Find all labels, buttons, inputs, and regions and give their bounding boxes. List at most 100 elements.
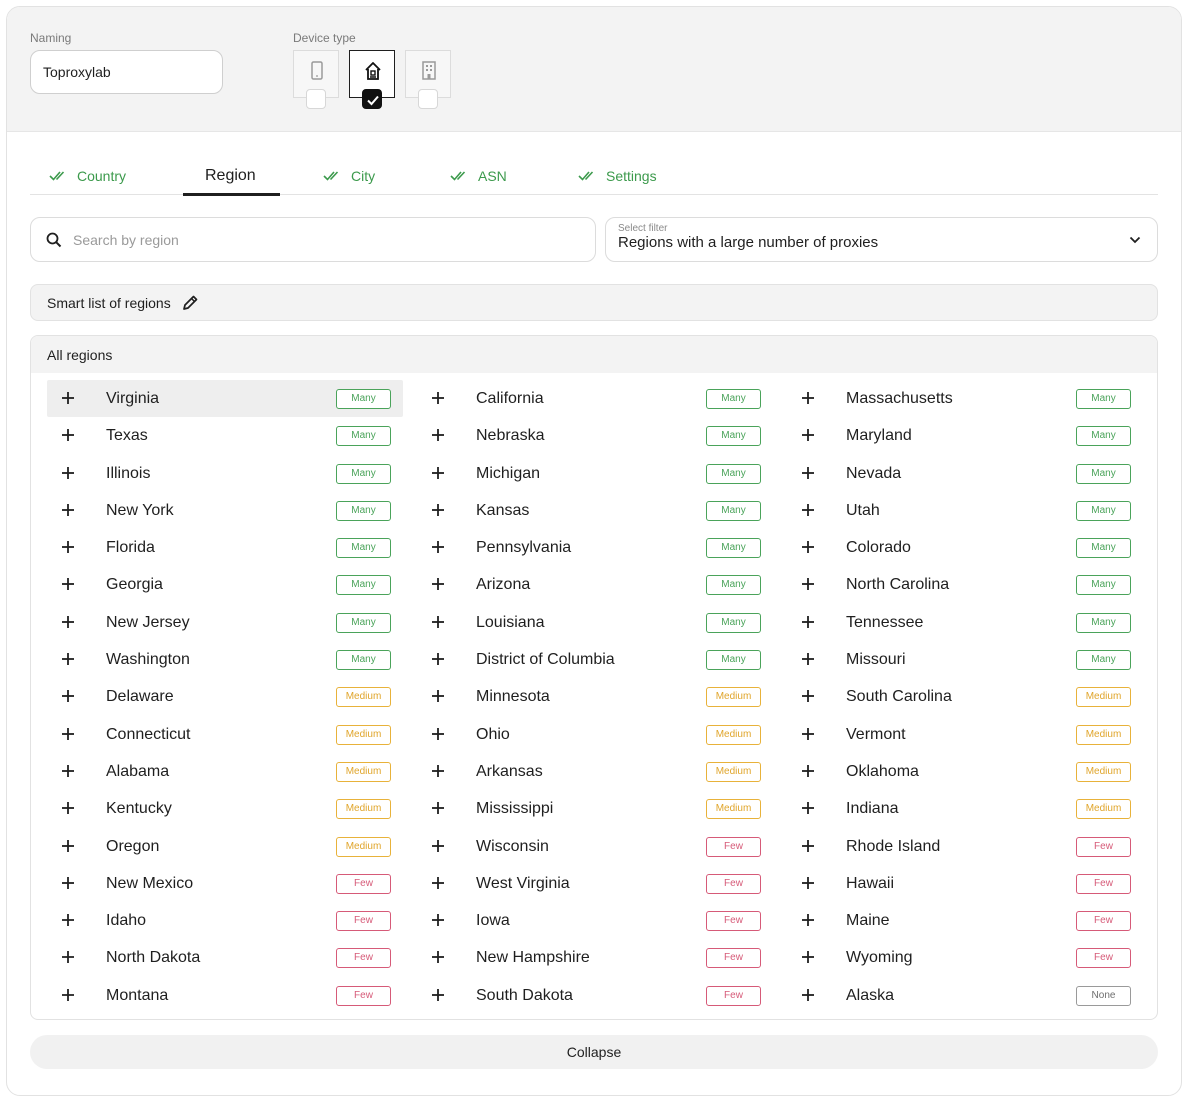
region-row[interactable]: Minnesota Medium — [417, 678, 773, 715]
plus-icon[interactable] — [431, 689, 445, 708]
plus-icon[interactable] — [431, 913, 445, 932]
pencil-icon[interactable] — [181, 294, 199, 312]
region-row[interactable]: Idaho Few — [47, 902, 403, 939]
region-row[interactable]: South Dakota Few — [417, 977, 773, 1014]
plus-icon[interactable] — [801, 876, 815, 895]
smart-list-bar[interactable]: Smart list of regions — [30, 284, 1158, 321]
plus-icon[interactable] — [431, 988, 445, 1007]
region-row[interactable]: Pennsylvania Many — [417, 529, 773, 566]
region-row[interactable]: Louisiana Many — [417, 604, 773, 641]
plus-icon[interactable] — [801, 764, 815, 783]
device-option-mobile[interactable] — [293, 50, 339, 109]
tab-city[interactable]: City — [323, 157, 375, 195]
region-row[interactable]: Georgia Many — [47, 566, 403, 603]
plus-icon[interactable] — [431, 801, 445, 820]
plus-icon[interactable] — [801, 727, 815, 746]
region-row[interactable]: Maryland Many — [787, 417, 1143, 454]
region-row[interactable]: Delaware Medium — [47, 678, 403, 715]
device-home-checkbox[interactable] — [362, 89, 382, 109]
device-mobile-checkbox[interactable] — [306, 89, 326, 109]
plus-icon[interactable] — [801, 689, 815, 708]
plus-icon[interactable] — [431, 540, 445, 559]
region-row[interactable]: Arizona Many — [417, 566, 773, 603]
plus-icon[interactable] — [801, 913, 815, 932]
plus-icon[interactable] — [801, 615, 815, 634]
plus-icon[interactable] — [61, 615, 75, 634]
device-option-home[interactable] — [349, 50, 395, 109]
region-row[interactable]: Arkansas Medium — [417, 753, 773, 790]
region-row[interactable]: Rhode Island Few — [787, 828, 1143, 865]
filter-select[interactable]: Select filter Regions with a large numbe… — [605, 217, 1158, 262]
region-row[interactable]: District of Columbia Many — [417, 641, 773, 678]
region-row[interactable]: Vermont Medium — [787, 716, 1143, 753]
region-row[interactable]: Texas Many — [47, 417, 403, 454]
plus-icon[interactable] — [431, 391, 445, 410]
tab-settings[interactable]: Settings — [578, 157, 657, 195]
plus-icon[interactable] — [431, 839, 445, 858]
region-row[interactable]: New York Many — [47, 492, 403, 529]
plus-icon[interactable] — [61, 391, 75, 410]
region-row[interactable]: Mississippi Medium — [417, 790, 773, 827]
plus-icon[interactable] — [61, 764, 75, 783]
region-row[interactable]: Utah Many — [787, 492, 1143, 529]
region-row[interactable]: Kentucky Medium — [47, 790, 403, 827]
plus-icon[interactable] — [61, 988, 75, 1007]
plus-icon[interactable] — [431, 503, 445, 522]
region-row[interactable]: North Carolina Many — [787, 566, 1143, 603]
plus-icon[interactable] — [431, 577, 445, 596]
region-row[interactable]: Illinois Many — [47, 455, 403, 492]
region-row[interactable]: Oregon Medium — [47, 828, 403, 865]
tab-region[interactable]: Region — [183, 157, 280, 196]
plus-icon[interactable] — [61, 428, 75, 447]
region-row[interactable]: Massachusetts Many — [787, 380, 1143, 417]
region-row[interactable]: Tennessee Many — [787, 604, 1143, 641]
region-row[interactable]: New Jersey Many — [47, 604, 403, 641]
tab-country[interactable]: Country — [49, 157, 126, 195]
region-row[interactable]: Nevada Many — [787, 455, 1143, 492]
region-row[interactable]: Wisconsin Few — [417, 828, 773, 865]
plus-icon[interactable] — [431, 615, 445, 634]
region-row[interactable]: Wyoming Few — [787, 939, 1143, 976]
plus-icon[interactable] — [801, 428, 815, 447]
plus-icon[interactable] — [431, 764, 445, 783]
plus-icon[interactable] — [801, 839, 815, 858]
plus-icon[interactable] — [431, 950, 445, 969]
region-row[interactable]: West Virginia Few — [417, 865, 773, 902]
region-row[interactable]: Oklahoma Medium — [787, 753, 1143, 790]
plus-icon[interactable] — [61, 839, 75, 858]
region-row[interactable]: New Hampshire Few — [417, 939, 773, 976]
device-office-checkbox[interactable] — [418, 89, 438, 109]
region-row[interactable]: California Many — [417, 380, 773, 417]
region-row[interactable]: New Mexico Few — [47, 865, 403, 902]
region-row[interactable]: Indiana Medium — [787, 790, 1143, 827]
plus-icon[interactable] — [61, 540, 75, 559]
plus-icon[interactable] — [61, 503, 75, 522]
plus-icon[interactable] — [61, 727, 75, 746]
region-row[interactable]: Maine Few — [787, 902, 1143, 939]
region-row[interactable]: Kansas Many — [417, 492, 773, 529]
region-row[interactable]: Ohio Medium — [417, 716, 773, 753]
region-row[interactable]: Alaska None — [787, 977, 1143, 1014]
plus-icon[interactable] — [801, 466, 815, 485]
plus-icon[interactable] — [431, 466, 445, 485]
plus-icon[interactable] — [801, 503, 815, 522]
region-row[interactable]: Connecticut Medium — [47, 716, 403, 753]
region-row[interactable]: Montana Few — [47, 977, 403, 1014]
region-row[interactable]: Missouri Many — [787, 641, 1143, 678]
collapse-button[interactable]: Collapse — [30, 1035, 1158, 1069]
plus-icon[interactable] — [801, 988, 815, 1007]
plus-icon[interactable] — [431, 727, 445, 746]
plus-icon[interactable] — [61, 913, 75, 932]
region-row[interactable]: North Dakota Few — [47, 939, 403, 976]
naming-input[interactable] — [30, 50, 223, 94]
plus-icon[interactable] — [801, 577, 815, 596]
region-row[interactable]: Nebraska Many — [417, 417, 773, 454]
plus-icon[interactable] — [801, 540, 815, 559]
device-option-office[interactable] — [405, 50, 451, 109]
search-input[interactable] — [73, 218, 583, 261]
plus-icon[interactable] — [61, 950, 75, 969]
region-row[interactable]: Hawaii Few — [787, 865, 1143, 902]
plus-icon[interactable] — [431, 876, 445, 895]
region-row[interactable]: Florida Many — [47, 529, 403, 566]
plus-icon[interactable] — [801, 950, 815, 969]
